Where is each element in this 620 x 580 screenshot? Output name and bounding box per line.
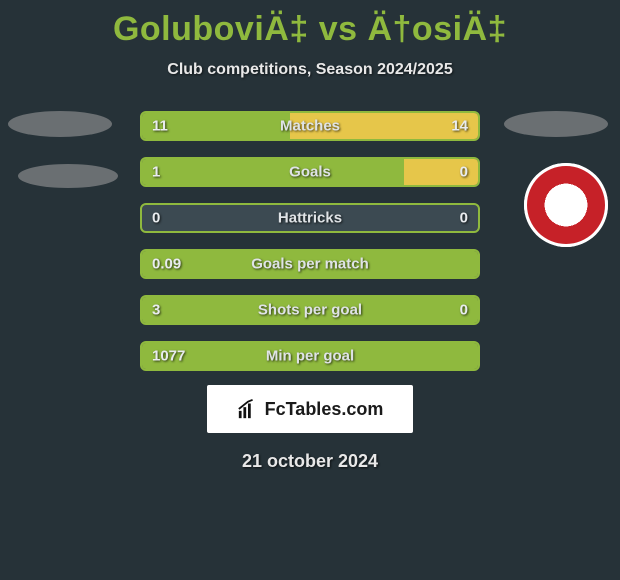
brand-icon [237, 398, 259, 420]
player-left-silhouette-2 [18, 164, 118, 188]
stat-right-value: 0 [460, 302, 468, 319]
stat-right-value: 0 [460, 164, 468, 181]
page-subtitle: Club competitions, Season 2024/2025 [0, 61, 620, 79]
stat-label: Goals per match [142, 256, 478, 273]
infographic-date: 21 october 2024 [0, 451, 620, 472]
stat-row: 3Shots per goal0 [140, 295, 480, 325]
stat-label: Shots per goal [142, 302, 478, 319]
stat-label: Matches [142, 118, 478, 135]
brand-text: FcTables.com [265, 399, 384, 420]
stat-row: 0.09Goals per match [140, 249, 480, 279]
stat-row: 1077Min per goal [140, 341, 480, 371]
comparison-chart: 11Matches141Goals00Hattricks00.09Goals p… [0, 111, 620, 371]
stat-label: Hattricks [142, 210, 478, 227]
stat-row: 1Goals0 [140, 157, 480, 187]
stat-right-value: 14 [451, 118, 468, 135]
club-badge-right [524, 163, 608, 247]
page-title: GoluboviÄ‡ vs Ä†osiÄ‡ [0, 0, 620, 49]
stat-right-value: 0 [460, 210, 468, 227]
stat-label: Goals [142, 164, 478, 181]
stat-row: 11Matches14 [140, 111, 480, 141]
player-left-silhouette [8, 111, 112, 137]
stat-row: 0Hattricks0 [140, 203, 480, 233]
stat-label: Min per goal [142, 348, 478, 365]
brand-attribution: FcTables.com [207, 385, 413, 433]
player-right-silhouette [504, 111, 608, 137]
